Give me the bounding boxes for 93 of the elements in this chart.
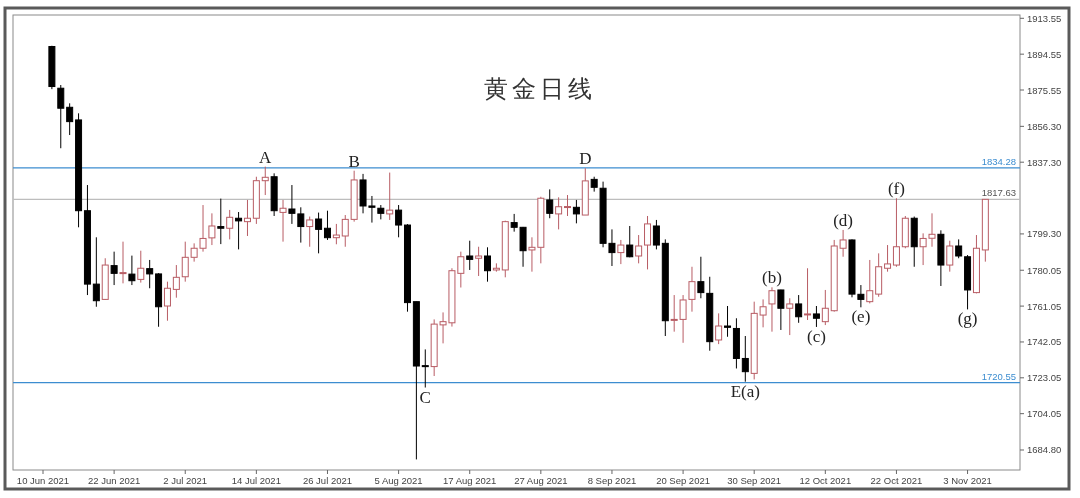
candlestick [715,312,723,345]
candlestick [475,246,483,277]
annotation: E(a) [730,381,760,401]
annotation: (b) [762,268,782,288]
candlestick [652,219,660,250]
candlestick [217,198,225,245]
candlestick [821,289,829,326]
candlestick [741,335,749,383]
y-tick-label: 1894.55 [1027,48,1062,60]
candlestick [866,259,874,304]
annotation: (f) [887,179,905,199]
annotation: C [419,387,431,407]
y-tick-label: 1856.30 [1027,120,1062,132]
x-tick-label: 3 Nov 2021 [943,475,992,486]
text: 黄金日线 [484,75,596,103]
candlestick [466,240,474,271]
candlestick [644,215,652,270]
x-tick-label: 22 Oct 2021 [870,475,923,486]
y-tick-label: 1875.55 [1027,84,1062,96]
ref-line-label: 1834.28 [981,155,1016,167]
annotation: (c) [806,326,826,346]
candlestick [555,196,563,230]
candlestick [724,305,732,338]
x-tick-label: 27 Aug 2021 [514,475,568,486]
x-tick-label: 14 Jul 2021 [231,475,281,486]
candlestick [768,286,776,333]
annotation: (d) [833,210,854,230]
candlestick [812,305,820,328]
candlestick [226,209,234,240]
candlestick [163,281,171,322]
candlestick [572,199,580,224]
candlestick [92,236,100,308]
candlestick [341,214,349,248]
candlestick [955,238,963,259]
y-tick-label: 1761.05 [1027,300,1062,312]
x-tick-label: 17 Aug 2021 [443,475,497,486]
candlestick [279,199,287,243]
candlestick [306,216,314,248]
x-tick-label: 10 Jun 2021 [16,475,70,486]
candlestick [323,210,331,241]
candlestick [546,188,554,219]
candlestick [617,239,625,265]
candlestick [697,256,705,299]
candlestick [795,294,803,324]
x-tick-label: 2 Jul 2021 [163,475,208,486]
candlestick [110,251,118,286]
annotation: D [579,149,592,169]
candlestick [57,84,65,149]
candlestick [315,212,323,254]
candlestick [884,244,892,273]
candlestick [243,199,251,237]
candlestick [332,223,340,245]
x-tick-label: 20 Sep 2021 [656,475,711,486]
candlestick [137,250,145,284]
ref-line-label: 1720.55 [981,370,1016,382]
candlestick [172,264,180,299]
candlestick [261,166,269,196]
x-tick-label: 8 Sep 2021 [587,475,637,486]
candlestick [484,246,491,283]
y-tick-label: 1704.05 [1027,408,1062,420]
candlestick [946,240,954,273]
x-tick-label: 30 Sep 2021 [727,475,782,486]
annotation: B [348,151,360,171]
y-tick-label: 1799.30 [1027,228,1062,240]
annotation: A [259,147,273,167]
x-tick-label: 26 Jul 2021 [302,475,353,486]
annotation: (e) [851,307,871,327]
candlestick [66,102,74,136]
candlestick [235,211,243,250]
y-tick-label: 1684.80 [1027,444,1062,456]
y-tick-label: 1723.05 [1027,372,1062,384]
y-tick-label: 1913.55 [1027,12,1062,24]
candlestick [626,225,634,258]
candlestick [119,241,127,284]
candlestick [395,204,403,238]
candlestick [635,234,643,264]
candlestick [892,197,900,268]
candlestick [386,172,394,221]
candlestick [777,289,785,331]
candlestick [146,259,154,289]
x-tick-label: 12 Oct 2021 [799,475,852,486]
y-tick-label: 1837.30 [1027,156,1062,168]
x-tick-label: 22 Jun 2021 [87,475,141,486]
x-tick-label: 5 Aug 2021 [374,475,423,486]
candlestick [421,348,429,389]
candlestick [564,194,572,217]
y-tick-label: 1780.05 [1027,264,1062,276]
annotation: (g) [957,309,978,329]
candlestick [786,297,794,336]
y-tick-label: 1742.05 [1027,336,1062,348]
candlestick [128,255,136,286]
ref-line-label: 1817.63 [981,187,1016,199]
candlestick [804,267,812,321]
